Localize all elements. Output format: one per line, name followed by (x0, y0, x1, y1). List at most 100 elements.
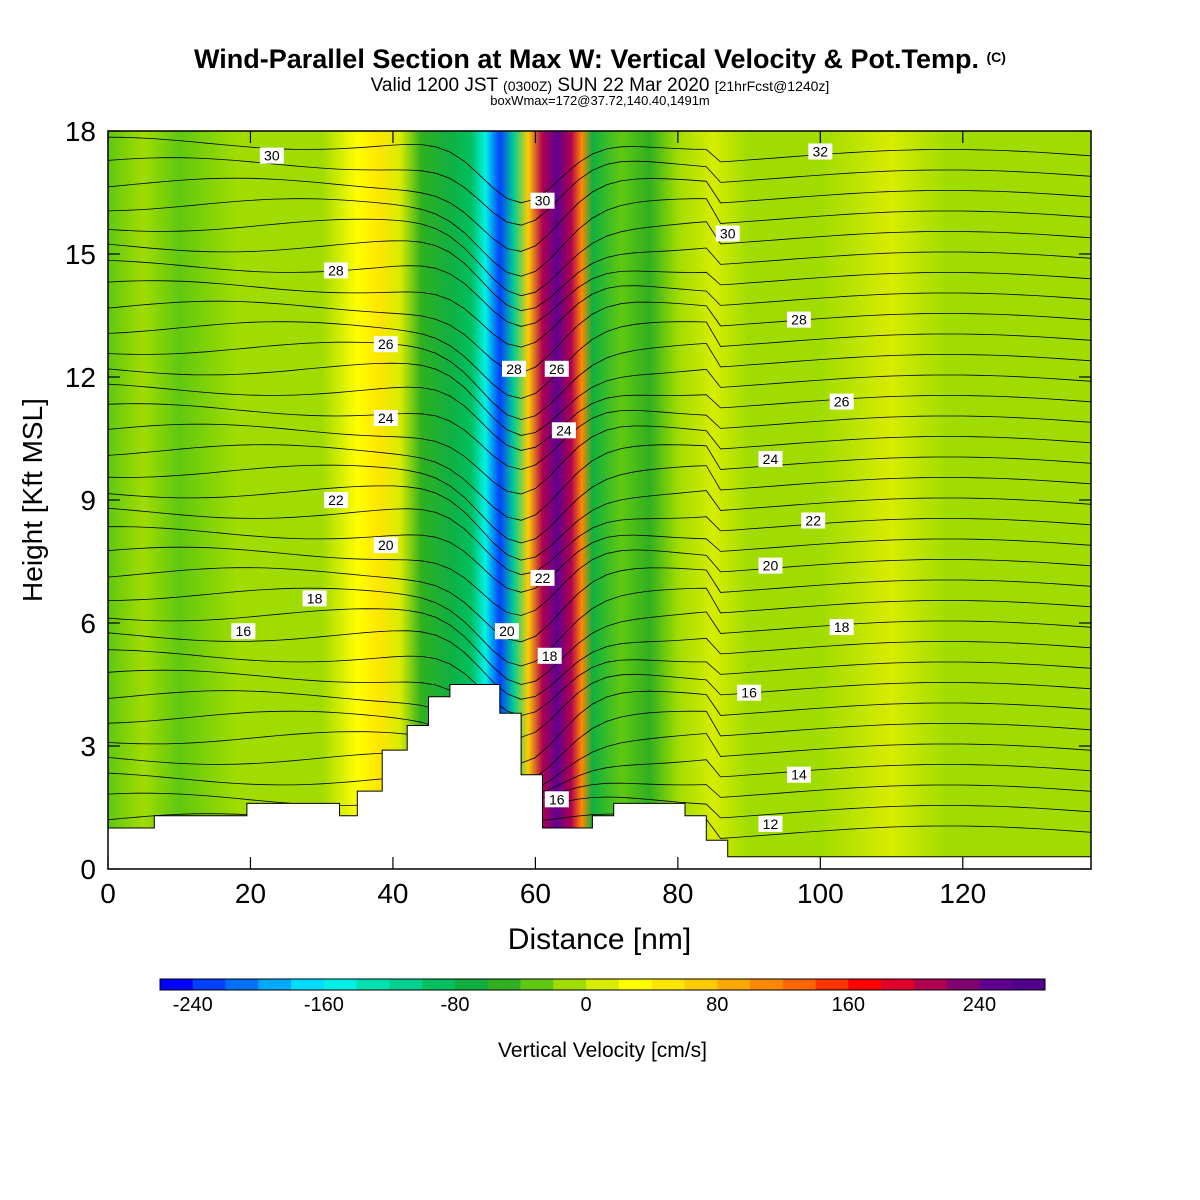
x-tick-label: 120 (939, 878, 986, 909)
contour-label: 22 (801, 512, 826, 529)
contour-label-bg (544, 791, 569, 808)
contour-label-text: 20 (378, 537, 394, 553)
contour-label-text: 18 (834, 619, 850, 635)
valid-date: SUN 22 Mar 2020 (557, 75, 710, 96)
colorbar-frame (159, 978, 1046, 991)
utc-time: (0300Z) (503, 78, 553, 94)
contour-label-text: 20 (763, 558, 779, 574)
contour-label: 26 (544, 360, 569, 377)
contour-label-bg (302, 590, 327, 607)
y-tick-label: 12 (65, 362, 96, 393)
valid-time: Valid 1200 JST (370, 75, 498, 96)
contour-label-bg (373, 537, 398, 554)
contour-label: 30 (715, 225, 740, 242)
theta-contour (108, 240, 1091, 312)
contour-label-bg (502, 360, 527, 377)
contour-label-text: 26 (549, 361, 565, 377)
contour-label-text: 28 (506, 361, 522, 377)
contour-label: 26 (829, 393, 854, 410)
colorbar-swatch (881, 979, 915, 990)
theta-contour (108, 546, 1091, 616)
theta-contour (108, 444, 1091, 521)
potential-temperature-contours (108, 136, 1091, 839)
contour-label-bg (758, 451, 783, 467)
contour-label-bg (231, 623, 256, 640)
contour-label-bg (323, 492, 348, 508)
theta-contour (108, 690, 1091, 764)
contour-label-text: 22 (328, 492, 344, 508)
contour-label: 30 (530, 192, 555, 209)
contour-label-bg (373, 410, 398, 426)
colorbar-swatch (815, 979, 849, 990)
contour-label-bg (715, 225, 740, 242)
theta-contour (108, 321, 1091, 399)
chart-title-text: Wind-Parallel Section at Max W: Vertical… (194, 44, 979, 74)
contour-label: 20 (494, 623, 519, 640)
colorbar-swatch (651, 979, 685, 990)
theta-contour (108, 362, 1091, 436)
contour-label-bg (758, 815, 783, 832)
contour-label: 28 (323, 262, 348, 279)
colorbar-swatch (1012, 979, 1046, 990)
contour-label-bg (829, 393, 854, 410)
colorbar-swatch (618, 979, 652, 990)
colorbar-swatch (979, 979, 1013, 990)
contour-label: 26 (373, 336, 398, 353)
theta-contour (108, 526, 1091, 593)
contour-label-bg (323, 262, 348, 279)
contour-label-bg (373, 336, 398, 353)
colorbar-swatch (422, 979, 456, 990)
theta-contour (108, 403, 1091, 470)
contour-label: 16 (231, 623, 256, 640)
contour-label: 14 (786, 766, 811, 783)
contour-label: 28 (502, 360, 527, 377)
theta-contour (108, 218, 1091, 297)
theta-contour (108, 731, 1091, 792)
contour-label-bg (758, 557, 783, 574)
chart-subtitle: Valid 1200 JST (0300Z) SUN 22 Mar 2020 [… (0, 75, 1200, 97)
contour-label-bg (786, 311, 811, 328)
theta-contour (108, 608, 1091, 685)
contour-label: 20 (373, 537, 398, 554)
theta-contour (108, 567, 1091, 643)
colorbar-tick-label: 160 (832, 994, 865, 1016)
contour-label: 22 (323, 492, 348, 508)
theta-contour (108, 280, 1091, 348)
chart-title: Wind-Parallel Section at Max W: Vertical… (0, 44, 1200, 75)
x-axis-label: Distance [nm] (508, 923, 691, 956)
theta-contour (108, 669, 1091, 738)
contour-label: 32 (808, 143, 833, 160)
contour-label: 22 (530, 569, 555, 586)
contour-label-bg (829, 619, 854, 636)
contour-label-text: 24 (763, 451, 779, 467)
velocity-fill (108, 131, 1091, 869)
colorbar-swatch (487, 979, 521, 990)
theta-contour (108, 752, 1091, 797)
y-axis-label: Height [Kft MSL] (17, 398, 48, 602)
contour-label: 12 (758, 815, 783, 832)
colorbar-swatch (192, 979, 226, 990)
colorbar-swatch (258, 979, 292, 990)
theta-contour (108, 177, 1091, 252)
y-tick-label: 15 (65, 239, 96, 270)
colorbar-tick-label: 0 (581, 994, 592, 1016)
colorbar: -240 -160 -80 0 80 160 240 Vertical Velocity [c… (159, 978, 1046, 1062)
x-tick-label: 80 (662, 878, 693, 909)
contour-label-text: 28 (328, 262, 344, 278)
contour-label-text: 24 (378, 410, 394, 426)
contour-label: 20 (758, 557, 783, 574)
theta-contour (108, 157, 1091, 226)
contour-label-text: 16 (236, 623, 252, 639)
colorbar-tick-label: -80 (441, 994, 470, 1016)
contour-label-bg (801, 512, 826, 529)
y-tick-label: 6 (80, 608, 96, 639)
contour-label-text: 28 (791, 312, 807, 328)
contour-label-text: 18 (542, 648, 558, 664)
colorbar-swatch (389, 979, 423, 990)
theta-contour (108, 630, 1091, 700)
colorbar-swatch (455, 979, 489, 990)
contour-label: 24 (373, 410, 398, 426)
colorbar-swatch (553, 979, 587, 990)
contour-label-text: 14 (791, 767, 807, 783)
